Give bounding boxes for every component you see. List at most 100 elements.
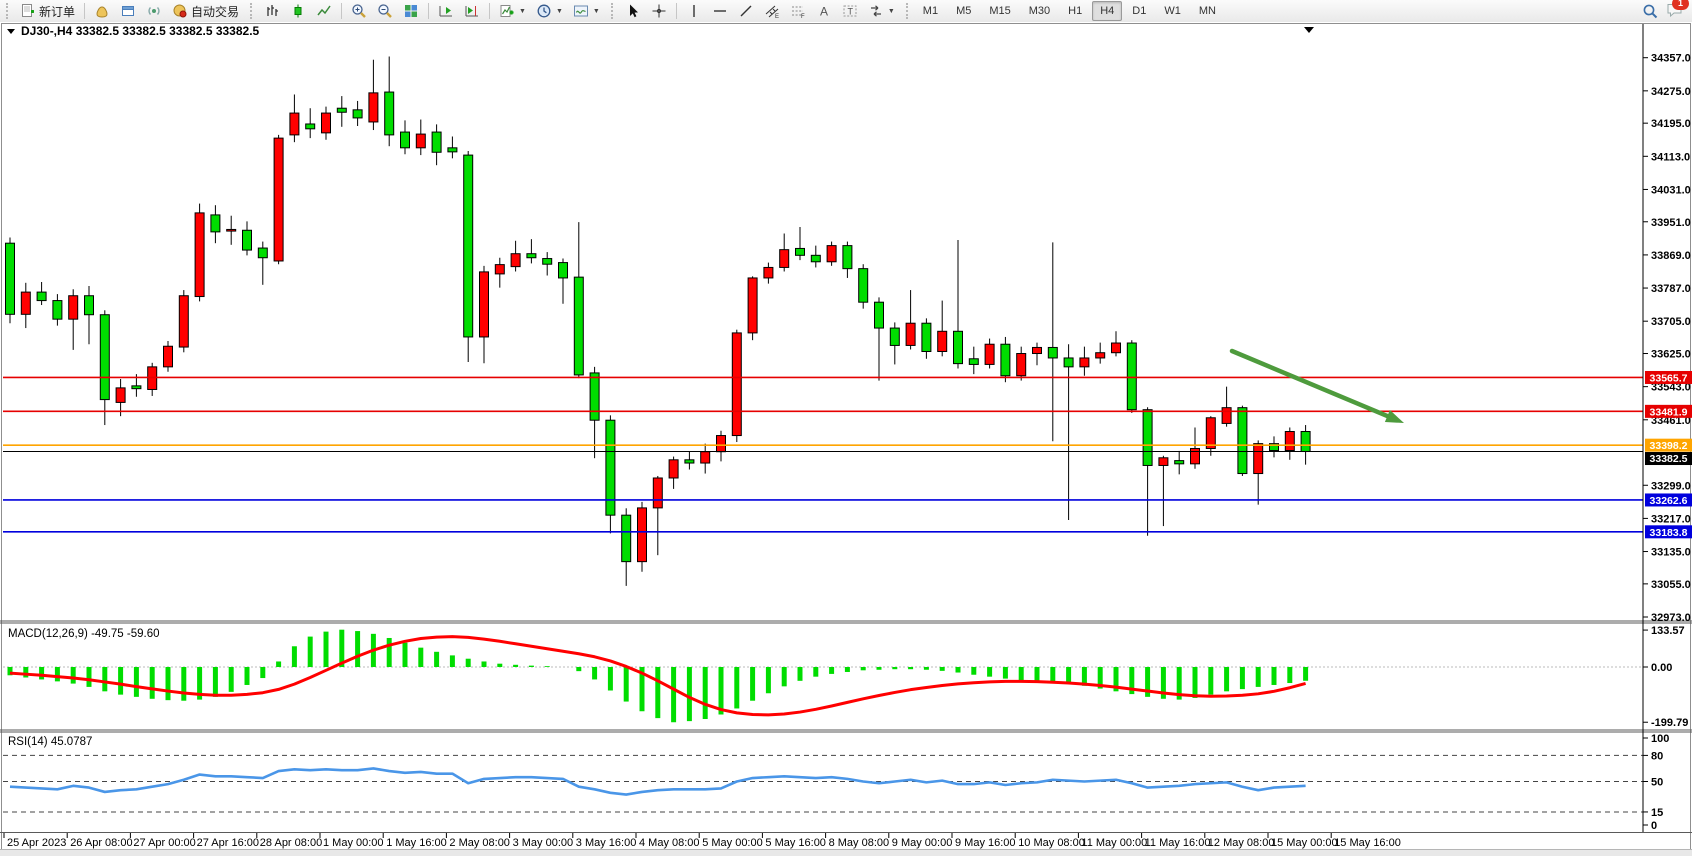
candle-body xyxy=(953,330,963,365)
new-order-button[interactable]: 新订单 xyxy=(15,0,80,22)
candle-body xyxy=(1300,431,1311,453)
bar-chart-button[interactable] xyxy=(259,0,285,22)
tab-timeframe-h1[interactable]: H1 xyxy=(1068,5,1083,17)
periods-dropdown-button[interactable]: ▼ xyxy=(531,0,568,22)
search-icon[interactable] xyxy=(1642,3,1658,19)
candle-body xyxy=(779,249,790,268)
candle xyxy=(937,300,948,357)
candle xyxy=(905,290,916,350)
candle-body xyxy=(874,301,884,329)
fibonacci-button[interactable]: F xyxy=(785,0,811,22)
signal-button[interactable] xyxy=(141,0,167,22)
candle-body xyxy=(336,107,347,113)
candle xyxy=(842,241,853,278)
macd-panel: MACD(12,26,9) -49.75 -59.60 xyxy=(3,628,1643,723)
candle xyxy=(763,262,774,284)
candle xyxy=(479,265,489,364)
candle-body xyxy=(1063,357,1074,368)
text-label-button[interactable]: T xyxy=(837,0,863,22)
price-tick-label: 33543.0 xyxy=(1651,382,1691,394)
candle-body xyxy=(558,262,568,279)
time-axis[interactable]: 25 Apr 2023 26 Apr 08:00 27 Apr 00:00 27 Ap… xyxy=(3,833,1401,849)
shapes-dropdown-button[interactable]: ▼ xyxy=(863,0,900,22)
candlestick-chart-button[interactable] xyxy=(285,0,311,22)
templates-dropdown-button[interactable]: ▼ xyxy=(568,0,605,22)
arrow-head xyxy=(1384,410,1404,423)
tab-timeframe-m1[interactable]: M1 xyxy=(922,5,939,17)
candle xyxy=(810,245,821,268)
candle-body xyxy=(542,258,553,265)
zoom-out-button[interactable] xyxy=(372,0,398,22)
crosshair-button[interactable] xyxy=(646,0,672,22)
candle xyxy=(747,276,758,341)
panel-separator[interactable] xyxy=(0,620,1692,624)
candle xyxy=(210,205,221,244)
macd-tick-label: -199.79 xyxy=(1651,717,1688,729)
data-window-button[interactable] xyxy=(115,0,141,22)
time-tick-label: 5 May 16:00 xyxy=(765,837,826,849)
candle xyxy=(1063,344,1074,521)
tab-timeframe-m5[interactable]: M5 xyxy=(956,5,972,17)
trendline-icon xyxy=(738,3,754,19)
horizontal-line-button[interactable] xyxy=(707,0,733,22)
tab-timeframe-d1[interactable]: D1 xyxy=(1132,5,1147,17)
candle xyxy=(400,120,410,155)
candle-body xyxy=(668,459,679,479)
zoom-in-button[interactable] xyxy=(346,0,372,22)
notifications-button[interactable]: 1 xyxy=(1666,0,1689,21)
candle xyxy=(953,239,963,369)
channel-button[interactable]: E xyxy=(759,0,785,22)
tab-timeframe-m15[interactable]: M15 xyxy=(989,5,1011,17)
text-button[interactable]: A xyxy=(811,0,837,22)
svg-text:T: T xyxy=(847,7,853,17)
candle xyxy=(558,258,568,304)
svg-text:A: A xyxy=(820,5,828,19)
time-tick-label: 11 May 16:00 xyxy=(1145,837,1211,849)
chart-shift-button[interactable] xyxy=(459,0,485,22)
price-flag-box xyxy=(1645,525,1692,539)
chart-menu-arrow-icon[interactable] xyxy=(1304,27,1314,33)
tab-timeframe-m30[interactable]: M30 xyxy=(1028,5,1051,17)
tile-windows-button[interactable] xyxy=(398,0,424,22)
toolbar-grip[interactable] xyxy=(6,3,11,19)
candle xyxy=(289,94,300,143)
market-watch-button[interactable] xyxy=(89,0,115,22)
symbol-dropdown-icon[interactable] xyxy=(7,29,15,34)
cursor-button[interactable] xyxy=(620,0,646,22)
tab-timeframe-mn[interactable]: MN xyxy=(1198,5,1216,17)
price-tick-label: 34195.0 xyxy=(1651,118,1691,130)
candle-body xyxy=(889,327,900,346)
candle xyxy=(779,233,790,272)
tab-timeframe-h4[interactable]: H4 xyxy=(1092,1,1123,21)
panel-separator[interactable] xyxy=(0,729,1692,733)
time-tick-label: 1 May 00:00 xyxy=(323,837,384,849)
new-order-icon xyxy=(20,3,36,19)
candle xyxy=(731,329,742,443)
time-tick-label: 10 May 08:00 xyxy=(1018,837,1085,849)
candle xyxy=(1079,346,1090,376)
price-tick-label: 34357.0 xyxy=(1651,53,1691,65)
candle xyxy=(1269,436,1279,458)
candle xyxy=(415,119,426,156)
auto-scroll-button[interactable] xyxy=(433,0,459,22)
candle xyxy=(542,252,553,276)
price-tick-label: 33625.0 xyxy=(1651,349,1691,361)
candle-body xyxy=(226,228,237,232)
indicators-dropdown-button[interactable]: ▼ xyxy=(494,0,531,22)
chart-canvas[interactable]: MACD(12,26,9) -49.75 -59.60 RSI(14) 45.07… xyxy=(0,22,1692,856)
trendline-button[interactable] xyxy=(733,0,759,22)
candle xyxy=(368,59,379,131)
price-axis[interactable]: 34357.0 34275.0 34195.0 34113.0 34031.0 33951… xyxy=(1642,24,1692,832)
auto-trading-button[interactable]: 自动交易 xyxy=(167,0,244,22)
trend-arrow-annotation[interactable] xyxy=(1229,348,1404,423)
candle xyxy=(573,222,584,379)
line-chart-button[interactable] xyxy=(311,0,337,22)
candle-body xyxy=(384,91,395,136)
text-label-icon: T xyxy=(842,3,858,19)
vertical-line-button[interactable] xyxy=(681,0,707,22)
candle-body xyxy=(905,322,916,346)
chart-title: DJ30-,H4 33382.5 33382.5 33382.5 33382.5 xyxy=(7,24,260,38)
candle-body xyxy=(52,300,63,320)
tab-timeframe-w1[interactable]: W1 xyxy=(1164,5,1181,17)
candle-body xyxy=(210,214,221,233)
